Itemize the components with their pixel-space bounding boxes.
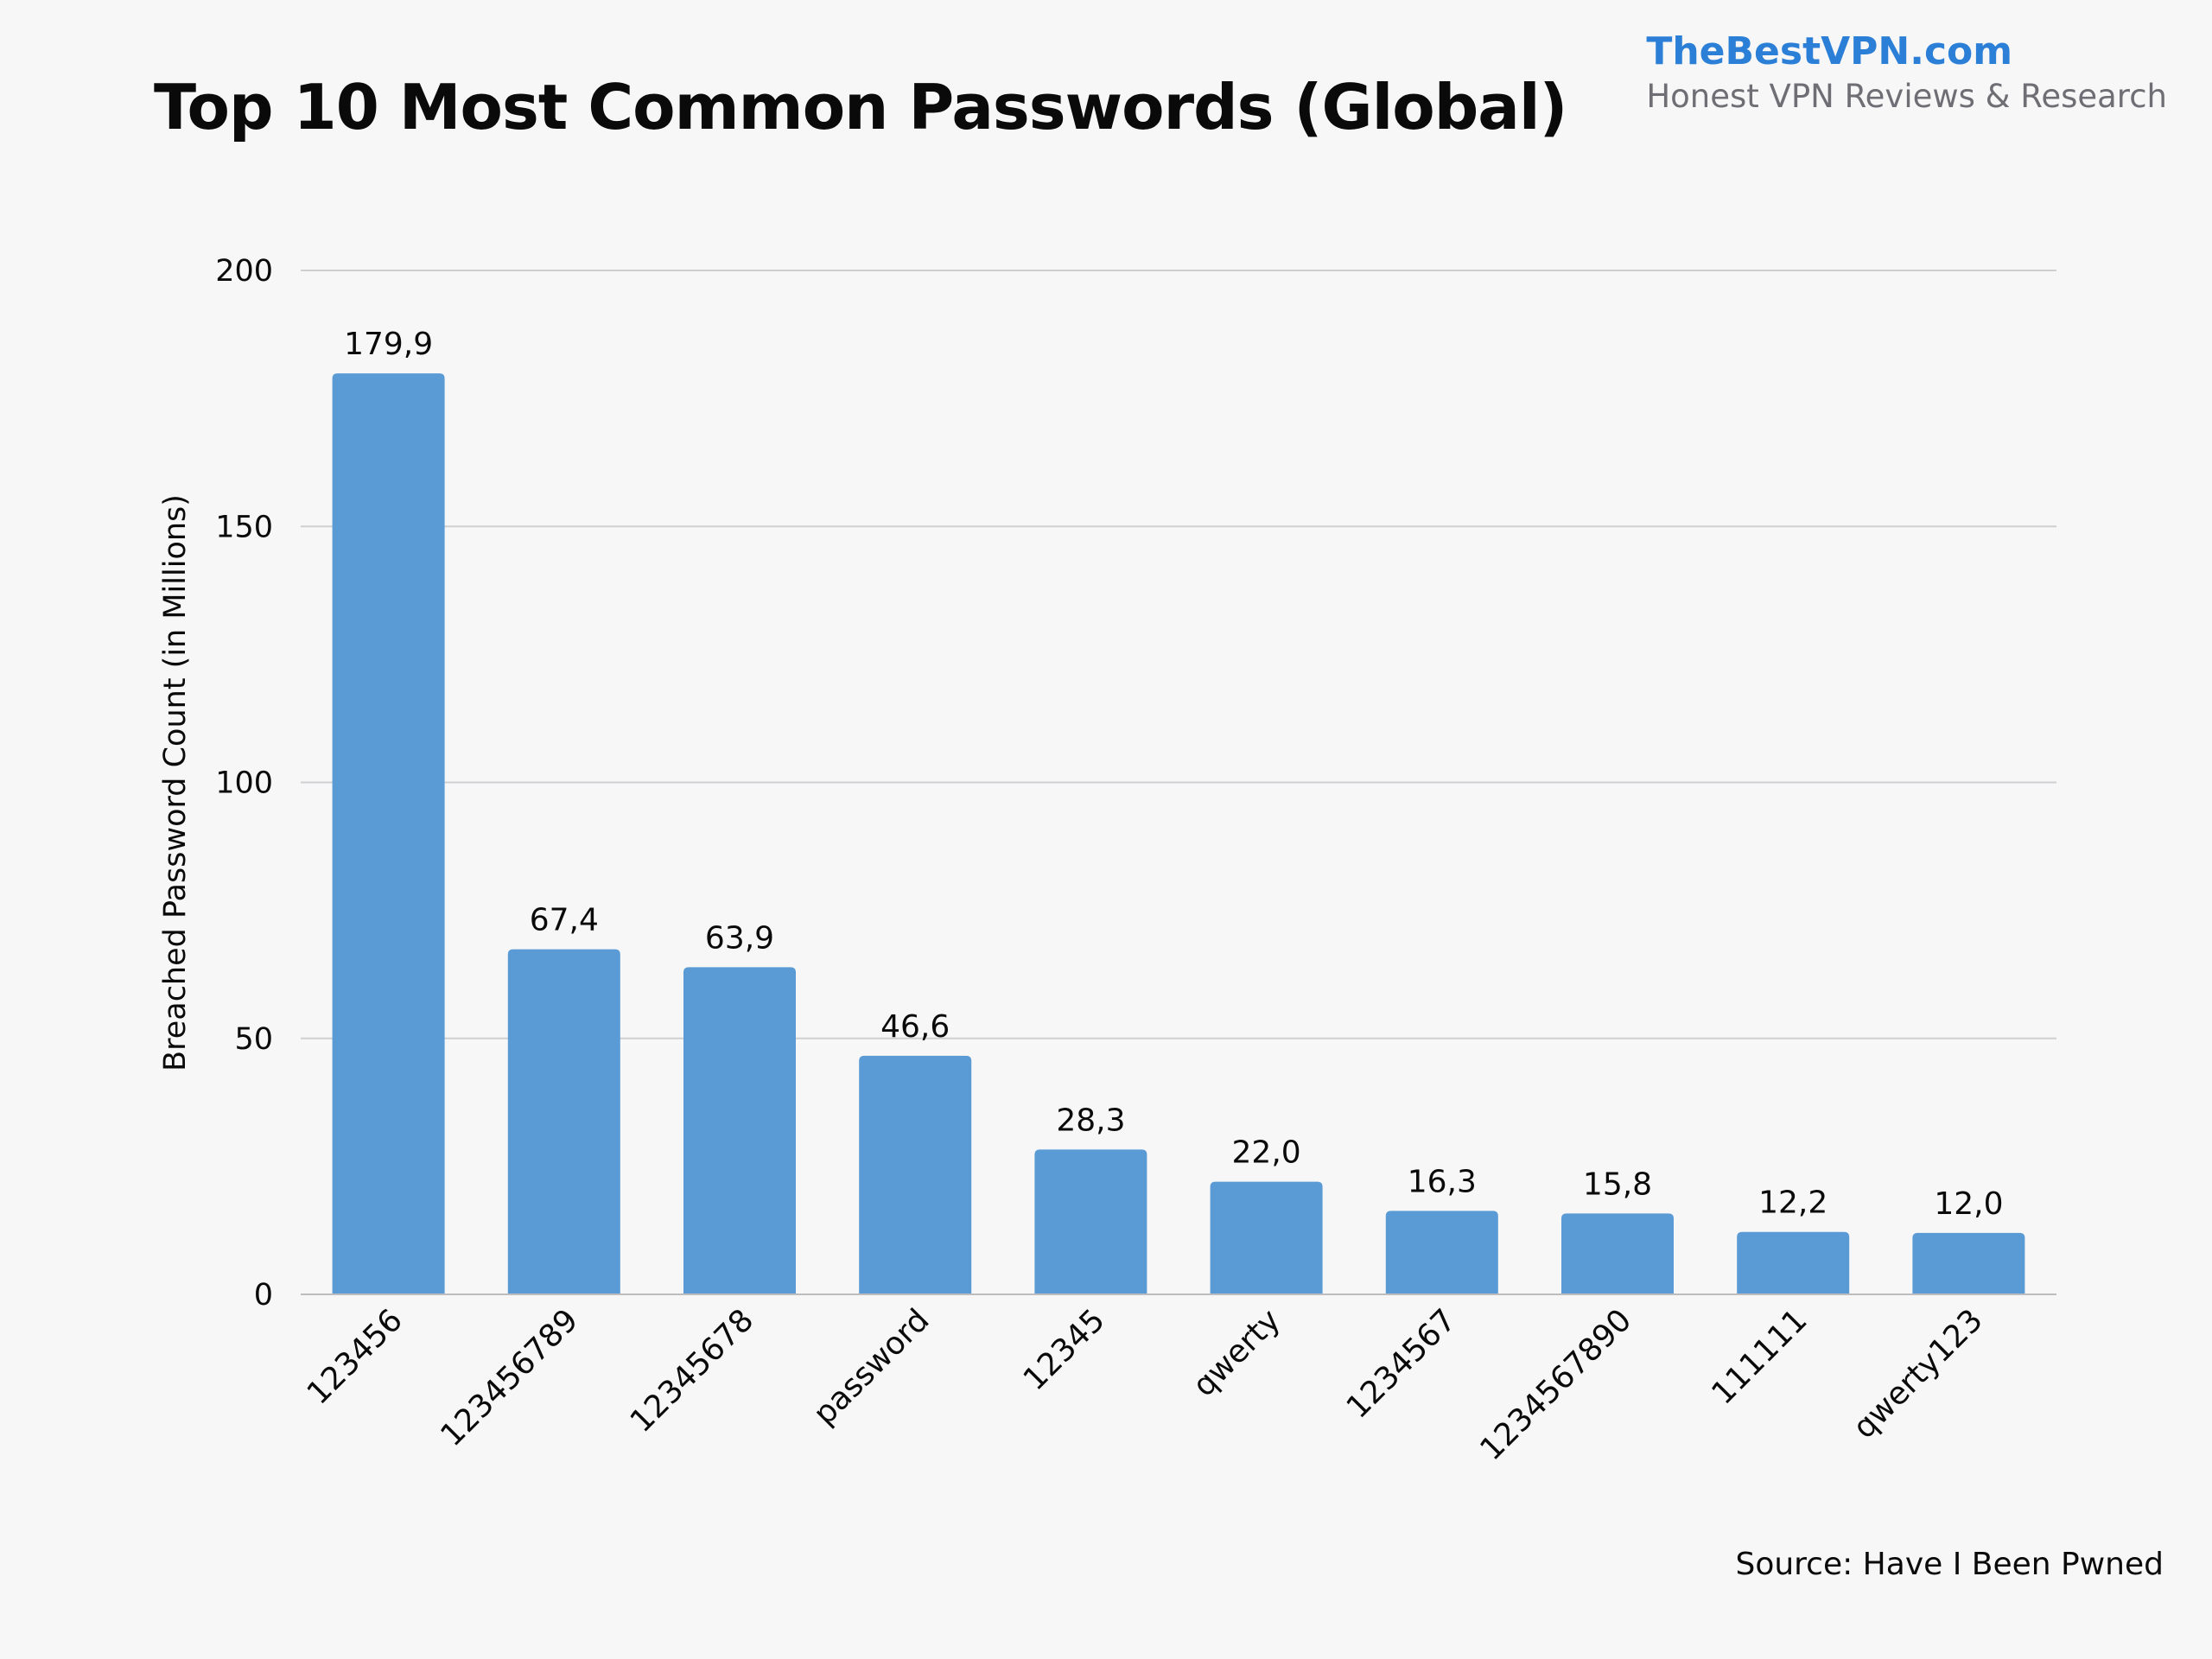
category-label: 111111 bbox=[1705, 1302, 1814, 1411]
category-label: 1234567890 bbox=[1473, 1302, 1638, 1467]
y-tick-labels: 0 50 100 150 200 bbox=[215, 254, 273, 1313]
chart-title: Top 10 Most Common Passwords (Global) bbox=[154, 71, 1567, 143]
bar[interactable] bbox=[1034, 1149, 1147, 1294]
y-tick-label: 50 bbox=[234, 1022, 273, 1057]
category-labels: 123456 123456789 12345678 password 12345 qwer… bbox=[301, 1302, 1990, 1467]
brand-name[interactable]: TheBestVPN.com bbox=[1646, 29, 2013, 73]
category-label: qwerty123 bbox=[1847, 1302, 1990, 1446]
bar[interactable] bbox=[1561, 1213, 1674, 1294]
data-label: 28,3 bbox=[1056, 1103, 1125, 1138]
category-label: password bbox=[807, 1302, 937, 1432]
data-label: 15,8 bbox=[1583, 1166, 1652, 1202]
bar[interactable] bbox=[1385, 1211, 1498, 1294]
data-labels: 179,9 67,4 63,9 46,6 28,3 22,0 16,3 15,8 12,2 12,… bbox=[344, 327, 2003, 1222]
bar[interactable] bbox=[507, 949, 620, 1294]
data-label: 46,6 bbox=[880, 1009, 950, 1045]
data-label: 12,0 bbox=[1934, 1186, 2003, 1222]
y-tick-label: 200 bbox=[215, 254, 273, 289]
bar[interactable] bbox=[332, 373, 445, 1294]
y-tick-label: 0 bbox=[254, 1278, 273, 1313]
bar[interactable] bbox=[1912, 1232, 2025, 1294]
y-tick-label: 100 bbox=[215, 766, 273, 801]
category-label: 12345 bbox=[1017, 1302, 1112, 1397]
category-label: 12345678 bbox=[624, 1302, 761, 1440]
category-label: 123456 bbox=[301, 1302, 410, 1411]
bar[interactable] bbox=[859, 1055, 972, 1294]
bar[interactable] bbox=[1210, 1181, 1323, 1294]
bar[interactable] bbox=[683, 967, 796, 1294]
source-note: Source: Have I Been Pwned bbox=[1735, 1547, 2164, 1582]
data-label: 22,0 bbox=[1232, 1135, 1301, 1171]
data-label: 67,4 bbox=[530, 903, 599, 938]
y-axis-title: Breached Password Count (in Millions) bbox=[158, 494, 193, 1071]
bars bbox=[332, 373, 2025, 1294]
category-label: qwerty bbox=[1186, 1302, 1287, 1403]
data-label: 63,9 bbox=[705, 920, 774, 956]
category-label: 123456789 bbox=[434, 1302, 585, 1453]
category-label: 1234567 bbox=[1340, 1302, 1463, 1425]
bar[interactable] bbox=[1737, 1231, 1850, 1294]
data-label: 179,9 bbox=[344, 327, 433, 362]
data-label: 16,3 bbox=[1408, 1164, 1477, 1199]
y-tick-label: 150 bbox=[215, 510, 273, 544]
data-label: 12,2 bbox=[1758, 1185, 1827, 1221]
brand-tagline: Honest VPN Reviews & Research bbox=[1646, 78, 2167, 115]
brand-block: TheBestVPN.com Honest VPN Reviews & Rese… bbox=[1646, 26, 2167, 116]
